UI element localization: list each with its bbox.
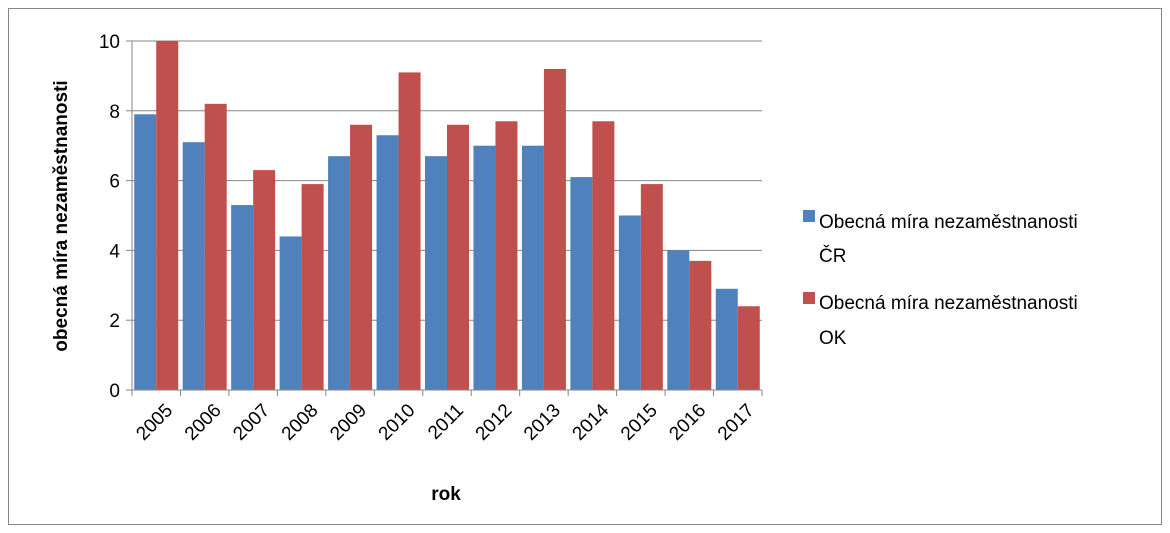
bar-series-1-2006	[183, 142, 205, 390]
bar-series-1-2007	[231, 205, 253, 390]
bar-series-1-2011	[425, 156, 447, 390]
bar-series-2-2017	[738, 306, 760, 390]
bar-series-1-2008	[280, 236, 302, 390]
bar-series-1-2009	[328, 156, 350, 390]
bar-series-2-2010	[399, 72, 421, 390]
y-tick-label: 4	[109, 241, 120, 262]
y-tick-label: 2	[109, 311, 120, 332]
legend-label-series-2: OK	[819, 328, 847, 349]
y-tick-label: 8	[109, 102, 120, 123]
legend-label-series-2: Obecná míra nezaměstnanosti	[819, 293, 1078, 314]
bar-series-2-2006	[205, 104, 227, 390]
bar-series-2-2008	[302, 184, 324, 390]
bar-series-1-2015	[619, 216, 641, 391]
x-axis-title: rok	[431, 484, 461, 505]
bar-series-2-2011	[447, 125, 469, 390]
y-tick-label: 10	[99, 32, 120, 53]
bar-series-2-2009	[350, 125, 372, 390]
bar-series-2-2015	[641, 184, 663, 390]
bar-series-2-2016	[689, 261, 711, 390]
bar-series-1-2012	[473, 146, 495, 390]
bar-series-2-2013	[544, 69, 566, 390]
bar-series-1-2013	[522, 146, 544, 390]
y-tick-label: 0	[109, 381, 120, 402]
legend-swatch-series-2	[803, 292, 815, 304]
legend-swatch-series-1	[803, 210, 815, 222]
bar-series-2-2007	[253, 170, 275, 390]
legend-label-series-1: Obecná míra nezaměstnanosti	[819, 212, 1078, 233]
bar-series-1-2016	[667, 250, 689, 390]
bar-series-1-2010	[377, 135, 399, 390]
bar-series-1-2017	[716, 289, 738, 390]
bar-series-1-2014	[570, 177, 592, 390]
legend-label-series-1: ČR	[819, 245, 846, 267]
y-axis-title: obecná míra nezaměstnanosti	[51, 80, 72, 351]
y-tick-label: 6	[109, 172, 120, 193]
bar-series-2-2005	[156, 41, 178, 390]
bar-series-1-2005	[134, 114, 156, 390]
bar-series-2-2012	[495, 121, 517, 390]
bar-series-2-2014	[592, 121, 614, 390]
